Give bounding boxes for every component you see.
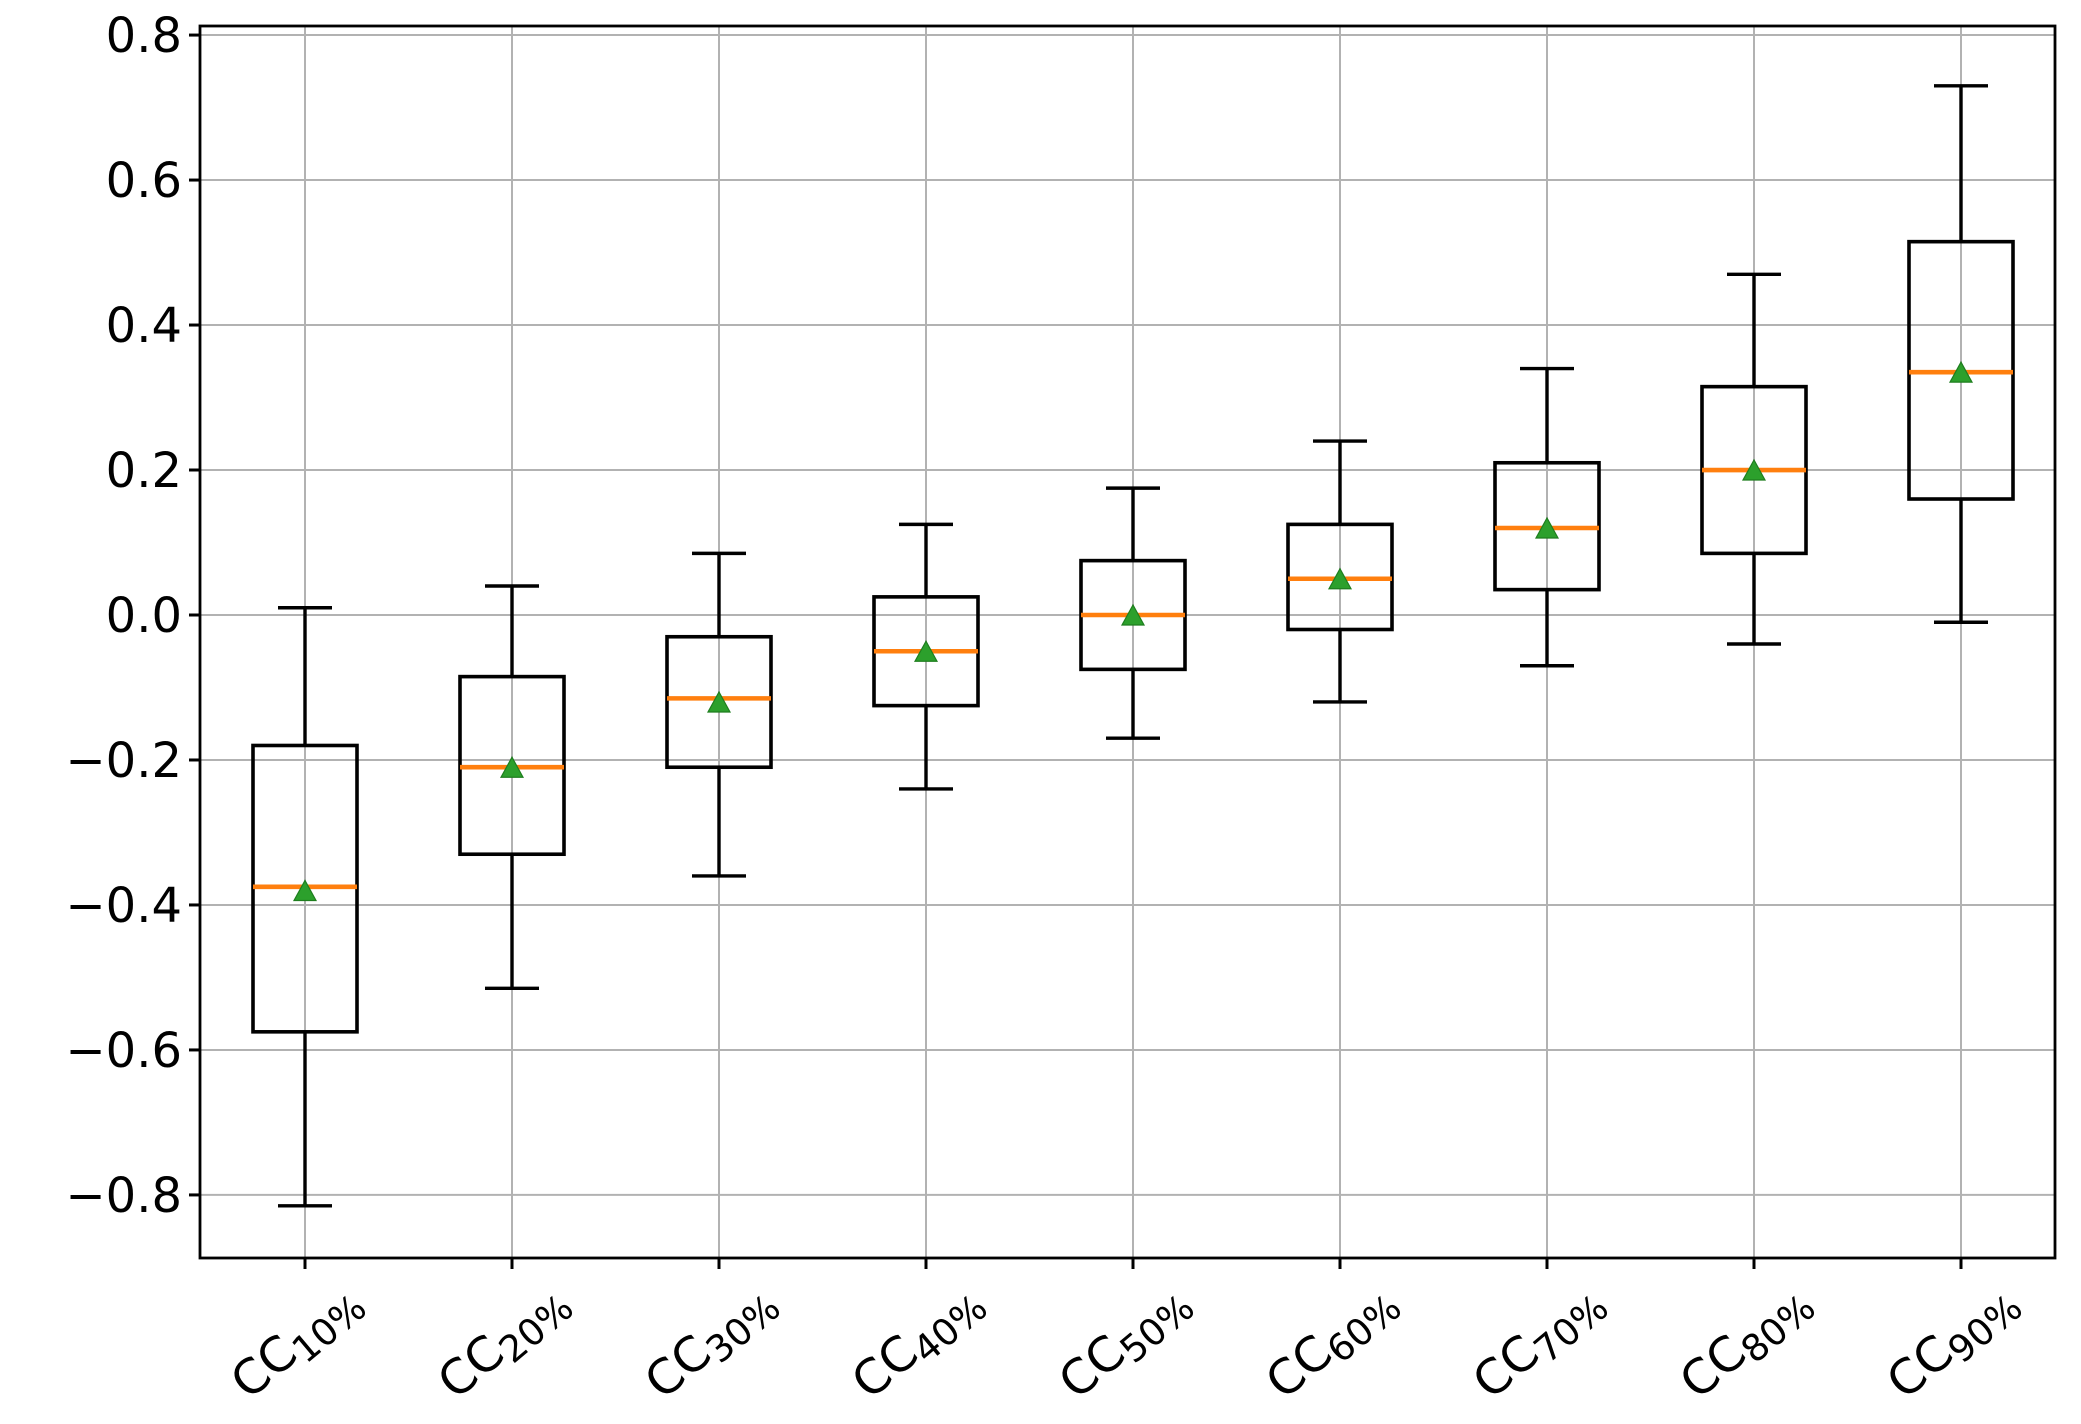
- mean-marker: [292, 879, 318, 902]
- mean-marker: [1948, 360, 1974, 383]
- mean-marker: [1741, 458, 1767, 481]
- y-tick-label: 0.0: [106, 588, 182, 644]
- y-tick-label: 0.8: [106, 8, 182, 64]
- mean-marker: [913, 639, 939, 662]
- mean-marker: [1120, 603, 1146, 626]
- y-tick-label: 0.6: [106, 153, 182, 209]
- y-tick-label: −0.8: [65, 1168, 182, 1224]
- y-tick-label: −0.4: [65, 878, 182, 934]
- mean-marker: [1327, 567, 1353, 590]
- y-tick-label: −0.6: [65, 1023, 182, 1079]
- y-tick-label: −0.2: [65, 733, 182, 789]
- plot-border: [198, 24, 2057, 1260]
- y-tick-label: 0.4: [106, 298, 182, 354]
- mean-marker: [1534, 516, 1560, 539]
- iqr-box: [665, 634, 773, 770]
- mean-marker: [499, 755, 525, 778]
- mean-marker: [706, 690, 732, 713]
- y-tick-label: 0.2: [106, 443, 182, 499]
